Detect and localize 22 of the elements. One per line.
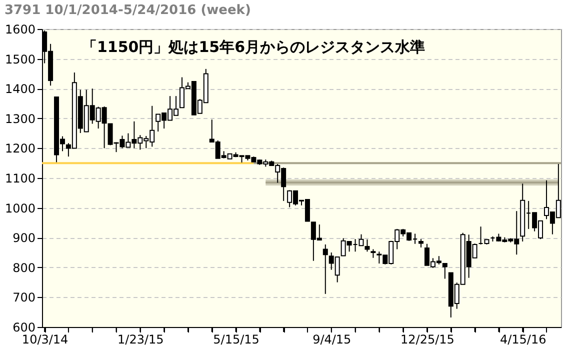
- y-tick-label: 1200: [4, 142, 36, 156]
- x-tick-label: 12/25/15: [400, 332, 454, 346]
- y-tick-label: 1300: [4, 112, 36, 126]
- y-tick-label: 600: [12, 320, 36, 334]
- x-tick-label: 5/15/15: [213, 332, 260, 346]
- candlestick: [442, 263, 448, 280]
- y-tick-label: 1000: [4, 201, 36, 216]
- annotation: 「1150円」処は15年6月からのレジスタンス水準: [82, 38, 426, 56]
- x-tick-label: 10/3/14: [22, 332, 68, 346]
- y-tick-label: 800: [12, 260, 36, 275]
- y-tick-label: 1400: [4, 82, 36, 96]
- y-tick-label: 1500: [4, 52, 36, 66]
- candlestick: [322, 244, 328, 294]
- y-tick-label: 1100: [4, 172, 36, 186]
- y-tick-label: 700: [12, 290, 36, 305]
- x-tick-label: 9/4/15: [312, 332, 352, 346]
- x-tick-label: 1/23/15: [118, 332, 164, 346]
- y-tick-label: 1600: [4, 22, 36, 36]
- y-tick-label: 900: [12, 231, 36, 246]
- candlestick: [364, 238, 370, 252]
- x-tick-label: 4/15/16: [500, 332, 546, 346]
- chart-title: 3791 10/1/2014-5/24/2016 (week): [4, 3, 251, 18]
